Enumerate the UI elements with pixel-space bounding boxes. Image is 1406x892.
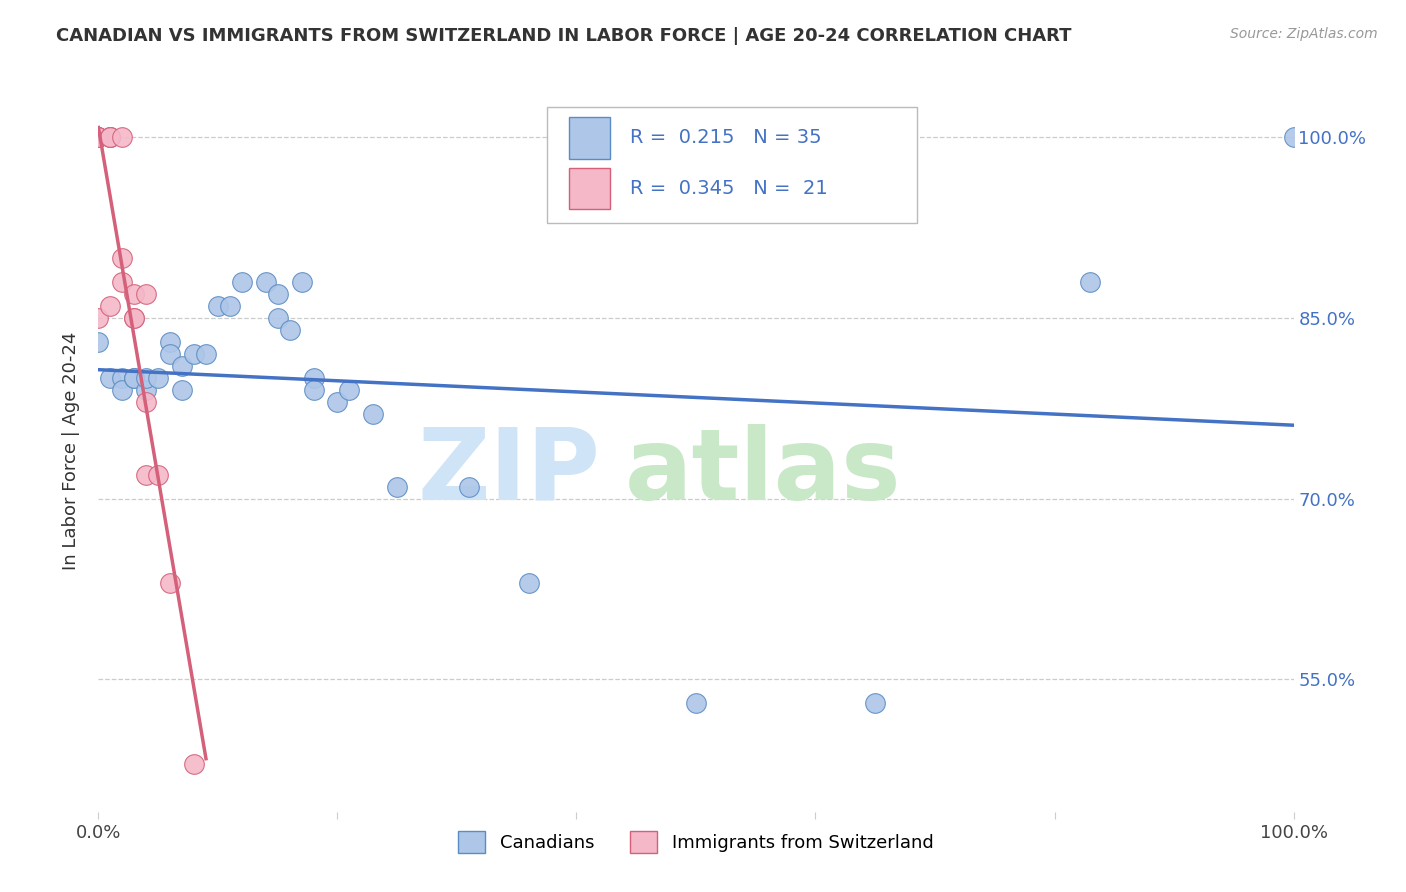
Point bbox=[87, 130, 110, 145]
Point bbox=[98, 130, 122, 145]
Point bbox=[267, 311, 290, 326]
Point bbox=[517, 576, 540, 591]
FancyBboxPatch shape bbox=[569, 118, 610, 159]
Point bbox=[87, 130, 110, 145]
Point bbox=[98, 299, 122, 313]
Text: atlas: atlas bbox=[624, 424, 901, 521]
Text: CANADIAN VS IMMIGRANTS FROM SWITZERLAND IN LABOR FORCE | AGE 20-24 CORRELATION C: CANADIAN VS IMMIGRANTS FROM SWITZERLAND … bbox=[56, 27, 1071, 45]
Point bbox=[231, 275, 253, 289]
Point bbox=[135, 371, 157, 385]
Point bbox=[111, 130, 134, 145]
Point bbox=[124, 311, 146, 326]
Point bbox=[135, 467, 157, 482]
Point bbox=[148, 371, 170, 385]
Point bbox=[159, 347, 181, 361]
Point bbox=[148, 467, 170, 482]
Point bbox=[267, 287, 290, 301]
Point bbox=[339, 384, 361, 398]
Point bbox=[98, 130, 122, 145]
FancyBboxPatch shape bbox=[547, 107, 917, 223]
Legend: Canadians, Immigrants from Switzerland: Canadians, Immigrants from Switzerland bbox=[451, 824, 941, 861]
Point bbox=[278, 323, 301, 337]
FancyBboxPatch shape bbox=[569, 168, 610, 209]
Point bbox=[135, 287, 157, 301]
Text: ZIP: ZIP bbox=[418, 424, 600, 521]
Point bbox=[1080, 275, 1102, 289]
Point bbox=[124, 311, 146, 326]
Point bbox=[458, 480, 481, 494]
Point bbox=[159, 576, 181, 591]
Point bbox=[124, 371, 146, 385]
Point bbox=[363, 407, 385, 422]
Text: Source: ZipAtlas.com: Source: ZipAtlas.com bbox=[1230, 27, 1378, 41]
Point bbox=[172, 384, 194, 398]
Point bbox=[124, 287, 146, 301]
Point bbox=[87, 311, 110, 326]
Point bbox=[326, 395, 349, 409]
Point bbox=[111, 275, 134, 289]
Text: R =  0.215   N = 35: R = 0.215 N = 35 bbox=[630, 128, 823, 147]
Point bbox=[685, 696, 707, 710]
Point bbox=[865, 696, 887, 710]
Point bbox=[385, 480, 409, 494]
Point bbox=[98, 130, 122, 145]
Point bbox=[195, 347, 218, 361]
Point bbox=[111, 371, 134, 385]
Point bbox=[291, 275, 314, 289]
Point bbox=[111, 251, 134, 265]
Point bbox=[135, 384, 157, 398]
Point bbox=[183, 756, 205, 771]
Point bbox=[254, 275, 277, 289]
Point bbox=[219, 299, 242, 313]
Point bbox=[87, 130, 110, 145]
Text: R =  0.345   N =  21: R = 0.345 N = 21 bbox=[630, 179, 828, 198]
Point bbox=[124, 371, 146, 385]
Point bbox=[135, 395, 157, 409]
Y-axis label: In Labor Force | Age 20-24: In Labor Force | Age 20-24 bbox=[62, 331, 80, 570]
Point bbox=[159, 335, 181, 350]
Point bbox=[111, 384, 134, 398]
Point bbox=[207, 299, 229, 313]
Point bbox=[183, 347, 205, 361]
Point bbox=[172, 359, 194, 373]
Point bbox=[87, 130, 110, 145]
Point bbox=[302, 384, 325, 398]
Point bbox=[98, 371, 122, 385]
Point bbox=[1282, 130, 1305, 145]
Point bbox=[302, 371, 325, 385]
Point bbox=[87, 335, 110, 350]
